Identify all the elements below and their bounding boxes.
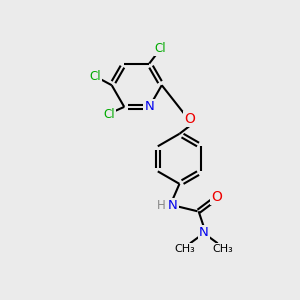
Text: CH₃: CH₃ — [174, 244, 195, 254]
Text: N: N — [168, 199, 178, 212]
Text: Cl: Cl — [90, 70, 101, 83]
Text: O: O — [212, 190, 222, 204]
Text: N: N — [199, 226, 209, 239]
Text: O: O — [184, 112, 195, 126]
Text: Cl: Cl — [154, 42, 166, 55]
Text: Cl: Cl — [103, 108, 115, 121]
Text: CH₃: CH₃ — [213, 244, 233, 254]
Text: H: H — [157, 199, 165, 212]
Text: N: N — [144, 100, 154, 113]
